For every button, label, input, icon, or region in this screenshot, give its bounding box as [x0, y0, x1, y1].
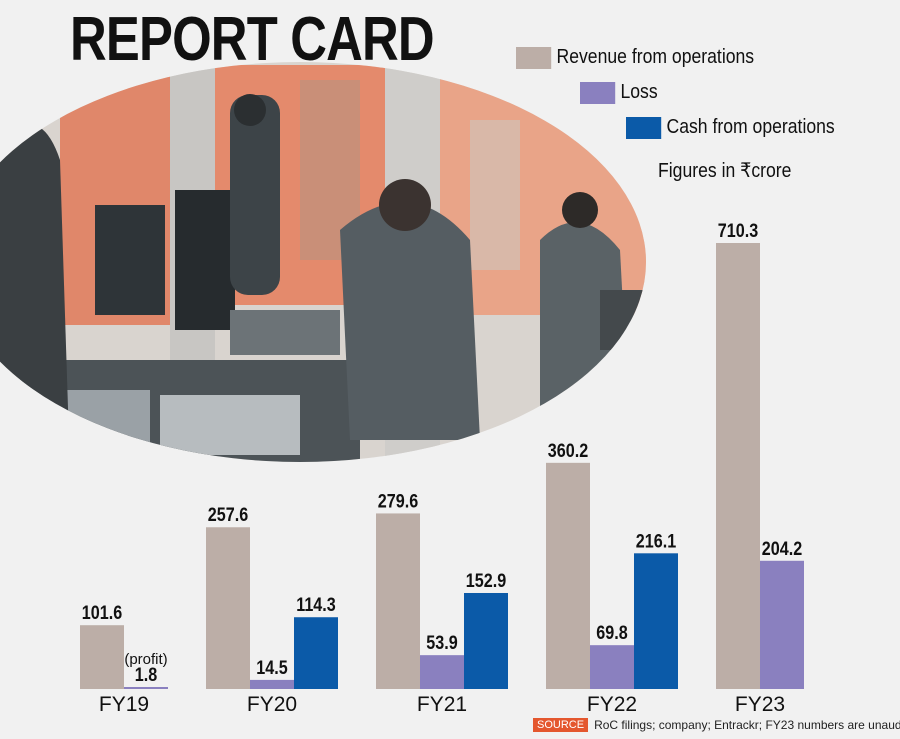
legend-loss: Loss — [580, 81, 658, 104]
data-label-revenue-fy19: 101.6 — [82, 602, 123, 624]
source-tag: SOURCE — [533, 718, 589, 732]
bar-cash-fy22 — [634, 553, 678, 689]
units-note: Figures in ₹crore — [658, 158, 791, 183]
legend-label-loss: Loss — [620, 81, 658, 103]
bar-cash-fy21 — [464, 592, 508, 689]
bar-loss-fy23 — [760, 560, 804, 689]
source-footnote: SOURCE RoC filings; company; Entrackr; F… — [533, 718, 900, 732]
bar-revenue-fy21 — [376, 513, 420, 689]
data-label-loss-fy19: 1.8 — [135, 664, 158, 686]
data-label-cash-fy22: 216.1 — [636, 530, 677, 552]
bar-loss-fy19 — [124, 687, 168, 689]
bar-revenue-fy19 — [80, 625, 124, 689]
bar-loss-fy20 — [250, 679, 294, 689]
data-label-loss-fy21: 53.9 — [426, 632, 458, 654]
bar-revenue-fy23 — [716, 243, 760, 689]
x-tick-fy21: FY21 — [417, 693, 467, 716]
bar-revenue-fy22 — [546, 462, 590, 689]
source-text: RoC filings; company; Entrackr; FY23 num… — [594, 718, 900, 732]
legend-label-cash: Cash from operations — [666, 116, 835, 138]
x-tick-fy23: FY23 — [735, 693, 785, 716]
legend-swatch-revenue — [516, 46, 552, 69]
units-label: Figures in ₹crore — [658, 160, 792, 182]
x-tick-fy19: FY19 — [99, 693, 149, 716]
legend-revenue: Revenue from operations — [516, 46, 754, 69]
legend-swatch-loss — [580, 81, 616, 104]
report-title: REPORT CARD — [70, 5, 435, 74]
data-label-loss-fy23: 204.2 — [762, 538, 803, 560]
legend-swatch-cash — [626, 116, 662, 139]
annotation-profit: (profit) — [124, 651, 167, 668]
data-label-revenue-fy23: 710.3 — [718, 220, 759, 242]
x-tick-fy22: FY22 — [587, 693, 637, 716]
legend-cash: Cash from operations — [626, 116, 835, 139]
bar-revenue-fy20 — [206, 527, 250, 689]
bar-loss-fy21 — [420, 655, 464, 689]
x-tick-fy20: FY20 — [247, 693, 297, 716]
bar-cash-fy20 — [294, 617, 338, 689]
data-label-loss-fy22: 69.8 — [596, 622, 628, 644]
data-label-cash-fy21: 152.9 — [466, 570, 507, 592]
data-label-cash-fy20: 114.3 — [296, 594, 336, 616]
data-label-loss-fy20: 14.5 — [256, 657, 288, 679]
legend-label-revenue: Revenue from operations — [556, 46, 755, 68]
data-label-revenue-fy20: 257.6 — [208, 504, 249, 526]
data-label-revenue-fy21: 279.6 — [378, 490, 419, 512]
data-label-revenue-fy22: 360.2 — [548, 440, 589, 462]
bar-loss-fy22 — [590, 645, 634, 689]
